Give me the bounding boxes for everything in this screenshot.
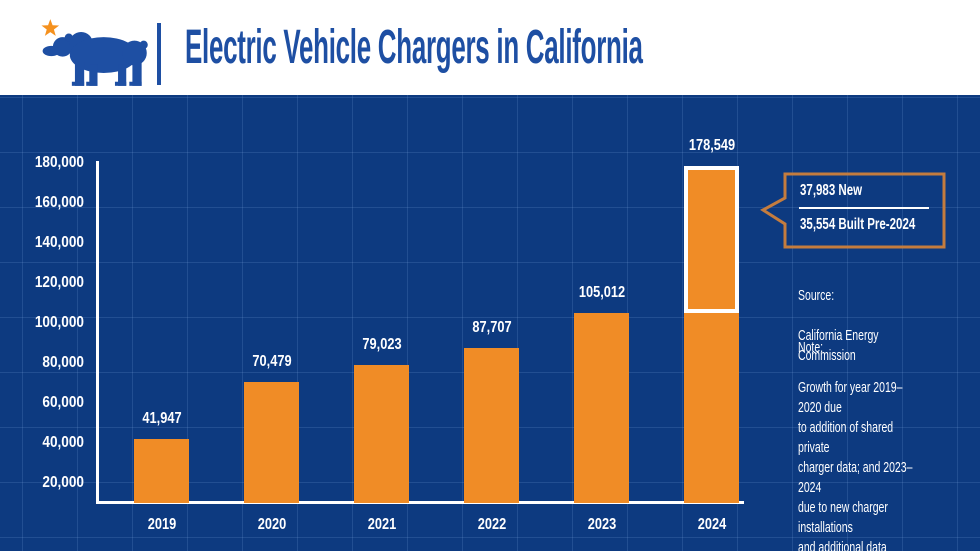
bar-value-label: 41,947 [141, 410, 182, 428]
callout-border-arrow [760, 172, 946, 249]
bar-2020 [244, 382, 299, 503]
source-label: Source: [798, 287, 835, 304]
x-axis-label: 2023 [587, 516, 616, 533]
bar-2019 [134, 439, 189, 503]
x-axis-label: 2024 [697, 516, 726, 533]
y-tick-label: 140,000 [34, 234, 84, 251]
callout-box [760, 172, 946, 249]
y-tick-label: 60,000 [42, 394, 84, 411]
y-tick-label: 40,000 [42, 434, 84, 451]
y-tick-label: 180,000 [34, 154, 84, 171]
source-text: California Energy Commission [798, 327, 879, 364]
y-tick-label: 80,000 [42, 354, 84, 371]
highlight-outline-2024 [684, 165, 739, 313]
page-title: Electric Vehicle Chargers in California [185, 21, 643, 74]
note-label: Note: [798, 339, 824, 356]
callout-pre2024-value: 35,554 Built Pre-2024 [800, 216, 916, 233]
bear-icon [42, 31, 148, 86]
x-axis-label: 2021 [367, 516, 396, 533]
x-axis-label: 2022 [477, 516, 506, 533]
bar-chart: 180,000 160,000 140,000 120,000 100,000 80,00… [0, 95, 980, 551]
bar-value-label: 87,707 [471, 318, 512, 336]
y-tick-label: 160,000 [34, 194, 84, 211]
y-tick-label: 120,000 [34, 274, 84, 291]
bar-value-label: 178,549 [688, 136, 735, 154]
bar-2023 [574, 312, 629, 503]
callout-new-value: 37,983 New [800, 182, 863, 199]
bar-value-label: 105,012 [578, 283, 625, 301]
x-axis-line [96, 501, 744, 504]
bar-value-label: 79,023 [361, 335, 402, 353]
x-axis-label: 2019 [147, 516, 176, 533]
callout-divider [799, 207, 929, 209]
header: Electric Vehicle Chargers in California [0, 0, 980, 95]
bar-2022 [464, 347, 519, 503]
y-tick-label: 20,000 [42, 474, 84, 491]
note-text: Growth for year 2019–2020 due to additio… [798, 379, 913, 551]
y-tick-label: 100,000 [34, 314, 84, 331]
bar-2024 [684, 165, 739, 503]
california-bear-logo [41, 19, 148, 86]
x-axis-label: 2020 [257, 516, 286, 533]
header-divider [157, 23, 161, 85]
bar-2021 [354, 364, 409, 503]
note-block: Note: Growth for year 2019–2020 due to a… [798, 318, 925, 551]
bar-value-label: 70,479 [251, 353, 292, 371]
source-block: Source: California Energy Commission [798, 266, 925, 386]
star-icon [41, 19, 60, 36]
y-axis-line [96, 161, 99, 504]
